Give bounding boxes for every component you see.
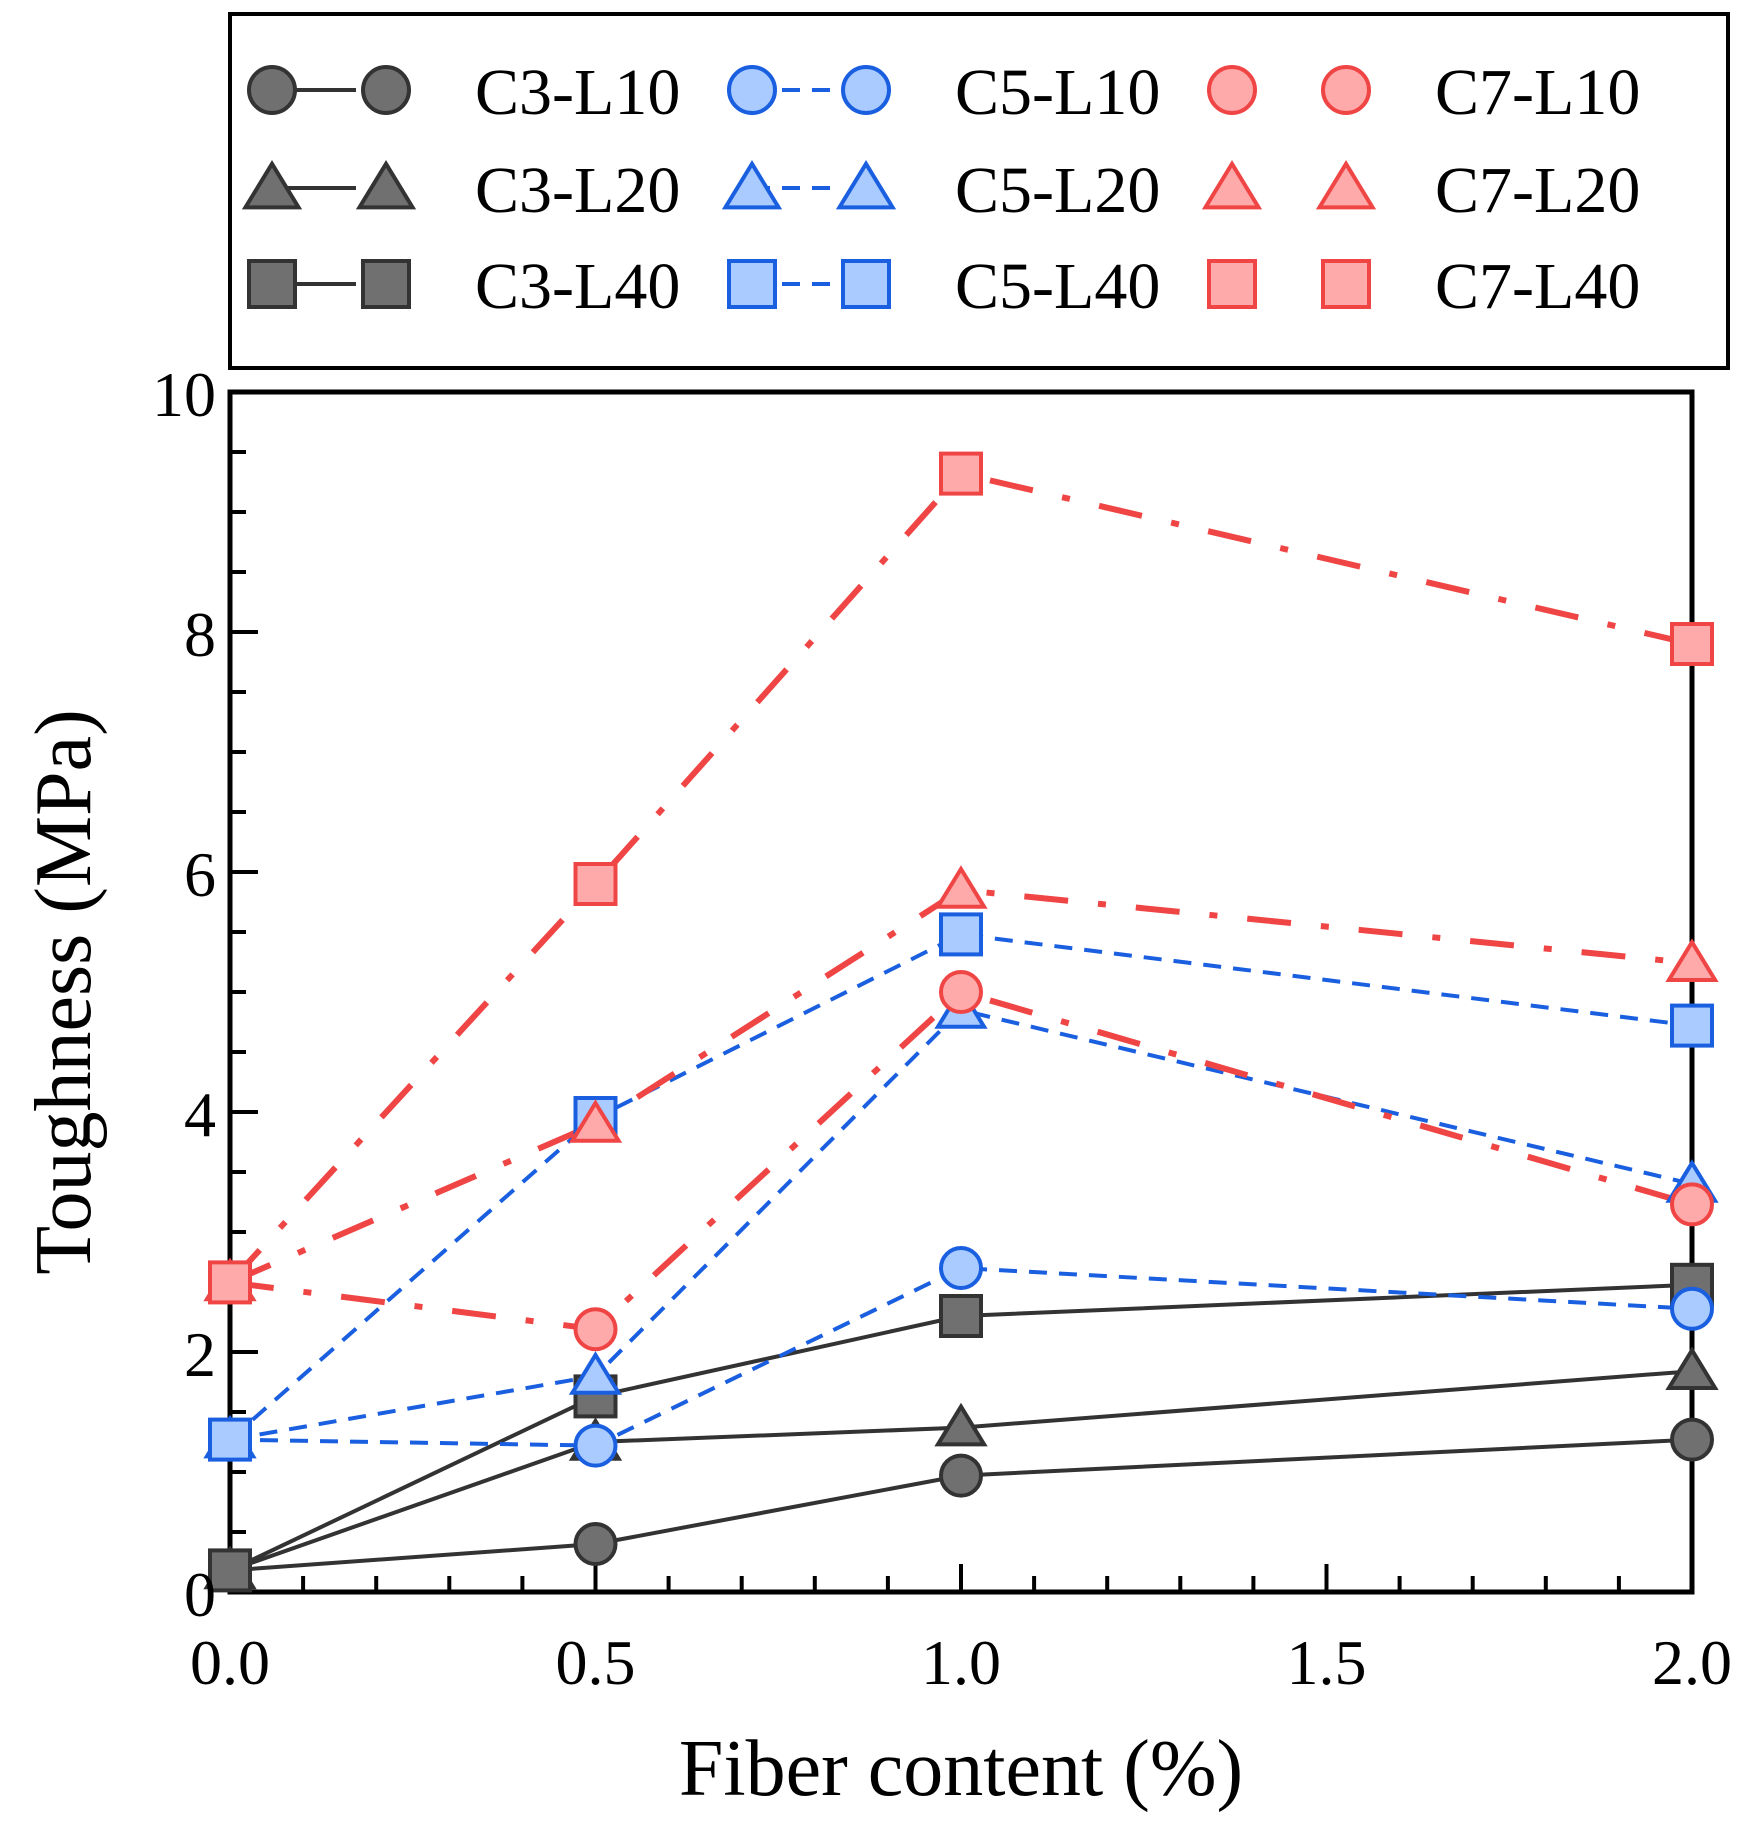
legend-label-c3-l10: C3-L10 (475, 56, 680, 129)
data-point-c3-l20 (1665, 1346, 1719, 1390)
data-point-c5-l40 (208, 1417, 252, 1462)
data-point-c7-l20 (1665, 938, 1719, 982)
y-tick-label: 6 (184, 839, 216, 910)
data-point-c3-l40 (939, 1294, 983, 1338)
data-point-c5-l20 (568, 1351, 623, 1395)
data-point-c3-l10 (573, 1522, 618, 1566)
y-tick-label: 8 (184, 599, 216, 670)
data-point-c5-l40 (1670, 1003, 1714, 1048)
legend-marker-c7-l10 (1321, 65, 1371, 115)
y-tick-label: 0 (184, 1559, 216, 1630)
data-point-c7-l20 (934, 865, 988, 909)
series-line-c7-l10 (229, 988, 1693, 1333)
y-axis-label: Toughness (MPa) (20, 709, 108, 1274)
series-markers (203, 451, 1719, 1593)
legend-marker-c7-l10 (1207, 65, 1257, 115)
legend-label-c7-l10: C7-L10 (1435, 56, 1640, 129)
data-point-c7-l40 (573, 862, 618, 906)
data-point-c7-l10 (573, 1307, 618, 1352)
tick-labels: 0.0 0.5 1.0 1.5 2.0 0 2 4 6 8 10 (152, 359, 1732, 1698)
legend-marker-c7-l20 (1201, 160, 1263, 210)
legend-label-c3-l20: C3-L20 (475, 154, 680, 227)
legend-marker-c3-l20 (355, 160, 417, 210)
legend-box (228, 12, 1730, 370)
legend-label-c5-l40: C5-L40 (955, 250, 1160, 323)
series-line-c3-l10 (229, 1437, 1693, 1573)
x-tick-label: 0.0 (190, 1627, 270, 1698)
legend-label-c5-l10: C5-L10 (955, 56, 1160, 129)
series-line-c5-l40 (228, 932, 1693, 1442)
legend-marker-c3-l10 (361, 65, 411, 115)
x-tick-label: 0.5 (556, 1627, 636, 1698)
series-line-c5-l20 (229, 1007, 1693, 1442)
x-tick-label: 1.5 (1287, 1627, 1367, 1698)
data-point-c5-l40 (939, 912, 983, 957)
legend-marker-c3-l10 (247, 65, 297, 115)
legend-marker-c7-l20 (1315, 160, 1377, 210)
data-point-c5-l10 (573, 1423, 618, 1468)
data-point-c3-l10 (1670, 1417, 1714, 1462)
series-line-c7-l40 (227, 470, 1693, 1285)
series-line-c7-l20 (228, 886, 1693, 1286)
data-point-c7-l10 (1670, 1182, 1714, 1227)
legend-marker-c5-l20 (721, 160, 783, 210)
legend-label-c5-l20: C5-L20 (955, 154, 1160, 227)
series-lines (227, 470, 1693, 1573)
y-tick-label: 4 (184, 1079, 216, 1150)
legend-label-c3-l40: C3-L40 (475, 250, 680, 323)
data-point-c7-l10 (939, 970, 983, 1014)
series-line-c5-l10 (229, 1265, 1693, 1448)
data-point-c5-l10 (939, 1246, 983, 1290)
legend: C3-L10 C3-L20 C3-L40 C5-L10 C5-L20 C5-L40 C7-L… (241, 56, 1640, 323)
y-tick-label: 2 (184, 1319, 216, 1390)
legend-marker-c5-l10 (841, 65, 891, 115)
legend-marker-c5-l20 (835, 160, 897, 210)
legend-marker-c7-l40 (1321, 259, 1371, 309)
data-point-c7-l40 (1670, 622, 1714, 666)
series-line-c3-l40 (229, 1282, 1693, 1573)
data-point-c3-l20 (934, 1402, 988, 1447)
legend-marker-c7-l40 (1207, 259, 1257, 309)
x-tick-label: 2.0 (1652, 1627, 1732, 1698)
series-line-c3-l20 (229, 1369, 1693, 1573)
data-point-c7-l40 (208, 1260, 252, 1305)
x-axis-label: Fiber content (%) (679, 1725, 1243, 1813)
legend-marker-c3-l40 (247, 259, 297, 309)
data-point-c3-l40 (208, 1548, 252, 1593)
legend-marker-c5-l40 (727, 259, 777, 309)
legend-marker-c3-l20 (241, 160, 303, 210)
legend-marker-c3-l40 (361, 259, 411, 309)
legend-marker-c5-l10 (727, 65, 777, 115)
x-tick-label: 1.0 (921, 1627, 1001, 1698)
data-point-c5-l10 (1670, 1286, 1714, 1331)
legend-label-c7-l40: C7-L40 (1435, 250, 1640, 323)
legend-marker-c5-l40 (841, 259, 891, 309)
data-point-c7-l40 (939, 451, 983, 496)
data-point-c3-l10 (939, 1453, 983, 1498)
data-point-c7-l20 (568, 1099, 623, 1143)
legend-label-c7-l20: C7-L20 (1435, 154, 1640, 227)
y-tick-label: 10 (152, 359, 216, 430)
